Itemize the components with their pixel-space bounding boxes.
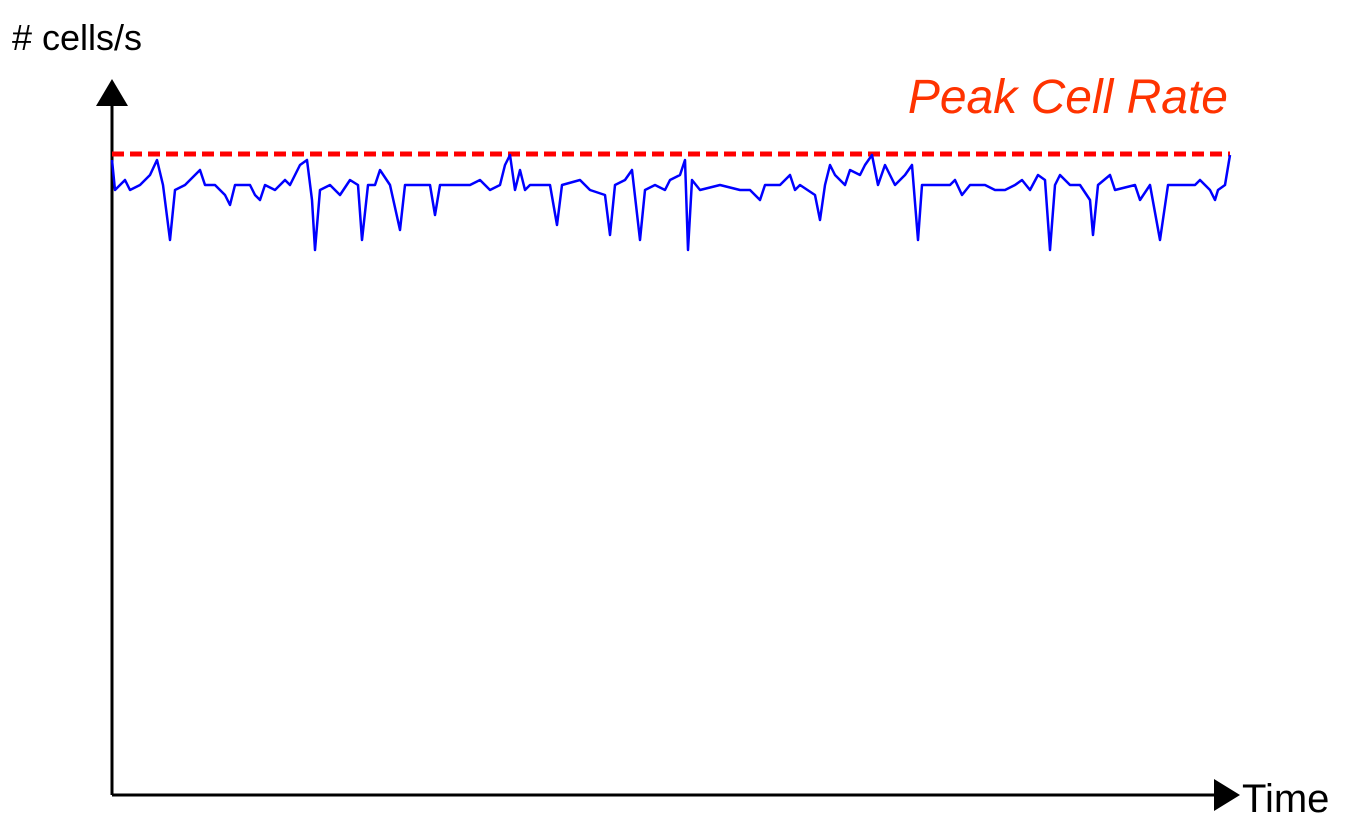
x-axis-arrow: [1214, 779, 1240, 811]
x-axis-label: Time: [1242, 777, 1329, 820]
y-axis-label: # cells/s: [12, 17, 142, 58]
y-axis-arrow: [96, 79, 128, 106]
data-line: [110, 153, 1232, 252]
peak-label: Peak Cell Rate: [908, 71, 1228, 124]
